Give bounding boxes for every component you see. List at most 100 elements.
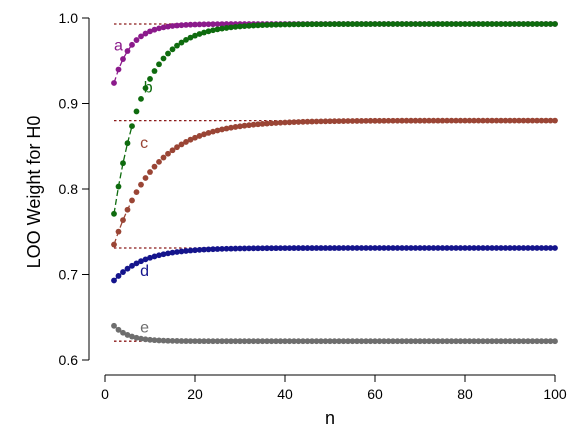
data-point	[237, 245, 243, 252]
data-point	[327, 118, 333, 125]
data-point	[327, 21, 333, 27]
data-point	[273, 21, 279, 28]
data-point	[444, 245, 450, 251]
data-point	[237, 23, 243, 30]
data-point	[282, 119, 288, 126]
data-point	[196, 133, 203, 139]
data-point	[228, 338, 234, 345]
data-point	[444, 338, 450, 345]
data-point	[453, 21, 459, 27]
data-point	[151, 26, 158, 33]
data-point	[466, 21, 473, 27]
data-point	[462, 21, 468, 27]
data-point	[354, 338, 360, 345]
data-point	[129, 123, 135, 129]
data-point	[259, 22, 266, 29]
data-point	[133, 334, 140, 341]
data-point	[268, 120, 275, 127]
data-point	[471, 21, 477, 27]
series-label-b: b	[144, 79, 153, 96]
data-point	[223, 338, 230, 345]
data-point	[430, 245, 437, 251]
data-point	[174, 338, 180, 344]
data-point	[498, 338, 504, 345]
data-point	[277, 338, 284, 345]
data-point	[295, 21, 302, 28]
data-point	[313, 245, 320, 251]
data-point	[165, 150, 171, 157]
data-point	[214, 338, 221, 345]
data-point	[178, 141, 185, 148]
data-point	[543, 338, 549, 345]
data-point	[430, 117, 437, 124]
data-point	[138, 258, 144, 265]
data-point	[385, 21, 392, 27]
data-point	[430, 338, 437, 345]
data-point	[426, 338, 432, 345]
data-point	[412, 245, 419, 251]
data-point	[349, 245, 356, 251]
data-point	[417, 117, 423, 124]
data-point	[313, 21, 320, 28]
data-point	[142, 85, 149, 92]
data-point	[498, 117, 504, 124]
data-point	[399, 338, 405, 345]
data-point	[502, 117, 509, 124]
data-point	[381, 117, 387, 124]
data-point	[349, 118, 356, 124]
data-point	[340, 338, 347, 345]
data-point	[147, 76, 153, 82]
data-point	[151, 337, 158, 344]
data-point	[552, 338, 558, 345]
data-point	[444, 117, 450, 124]
data-point	[372, 245, 378, 251]
x-tick-label: 20	[187, 386, 203, 402]
data-point	[169, 147, 176, 154]
data-point	[210, 27, 216, 34]
data-point	[223, 245, 230, 252]
data-point	[286, 338, 293, 345]
data-point	[345, 21, 351, 27]
data-point	[489, 117, 495, 124]
data-point	[327, 338, 333, 345]
data-point	[214, 21, 221, 28]
data-point	[309, 21, 315, 28]
data-point	[183, 22, 189, 28]
data-point	[322, 245, 329, 251]
data-point	[529, 338, 536, 345]
data-point	[201, 29, 207, 36]
x-axis: 0 20 40 60 80 100	[101, 374, 567, 402]
data-point	[439, 338, 446, 345]
data-point	[237, 123, 243, 130]
data-point	[228, 245, 234, 252]
data-point	[318, 21, 324, 28]
data-point	[453, 245, 459, 251]
data-point	[322, 118, 329, 125]
data-point	[138, 335, 144, 342]
series-b-connector	[113, 125, 133, 214]
data-point	[304, 245, 311, 251]
data-point	[147, 254, 153, 261]
data-point	[363, 117, 369, 124]
data-point	[295, 338, 302, 345]
data-point	[147, 169, 153, 175]
data-point	[246, 122, 252, 129]
data-point	[529, 117, 536, 124]
data-point	[367, 338, 374, 345]
data-point	[174, 144, 180, 151]
series-a	[111, 21, 558, 86]
data-point	[507, 21, 513, 27]
data-point	[291, 338, 297, 345]
x-tick-label: 80	[457, 386, 473, 402]
data-point	[264, 338, 270, 345]
data-point	[232, 23, 239, 30]
data-point	[475, 338, 482, 345]
data-point	[525, 117, 531, 124]
data-point	[300, 338, 306, 345]
data-point	[372, 338, 378, 345]
data-point	[273, 245, 279, 252]
data-point	[210, 338, 216, 345]
data-point	[439, 245, 446, 251]
data-point	[120, 217, 126, 223]
data-point	[201, 338, 207, 345]
